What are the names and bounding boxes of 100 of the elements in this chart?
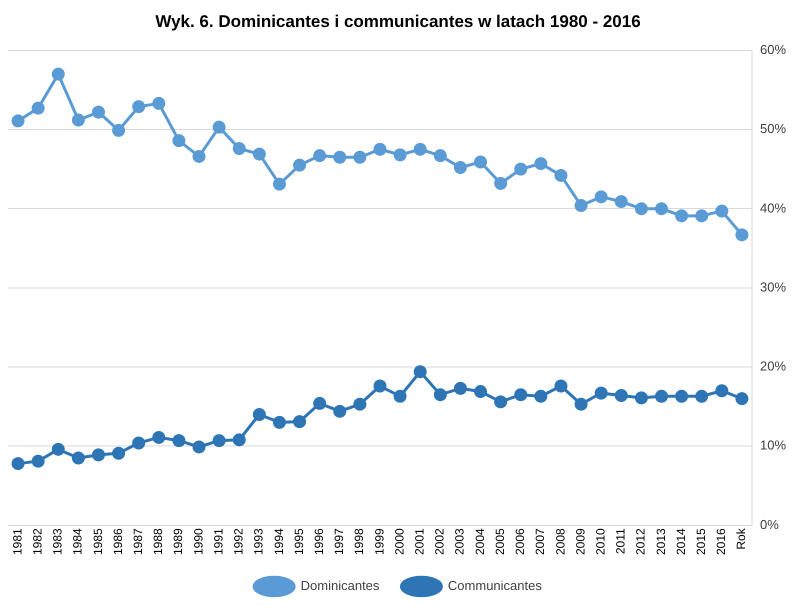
point (252, 148, 266, 161)
point (434, 149, 447, 162)
point (333, 150, 346, 164)
point (534, 157, 548, 170)
point (112, 446, 126, 460)
x-tick-label: 2001 (412, 528, 427, 556)
point (594, 386, 608, 400)
point (232, 142, 246, 156)
x-tick-label: 1993 (252, 528, 266, 556)
point (695, 390, 708, 403)
y-tick-label: 20% (760, 358, 786, 374)
point (32, 454, 45, 468)
point (594, 190, 608, 204)
y-tick-label: 30% (760, 279, 786, 294)
point (654, 202, 668, 216)
point (554, 380, 568, 392)
point (715, 384, 728, 398)
point (272, 416, 286, 429)
point (614, 389, 628, 402)
point (232, 433, 246, 446)
x-tick-label: 2013 (654, 528, 668, 556)
legend-label: Communicantes (448, 578, 542, 594)
x-tick-label: 2000 (392, 528, 406, 556)
point (132, 436, 146, 450)
point (32, 102, 45, 115)
x-tick-label: 2007 (533, 528, 548, 556)
point (92, 106, 105, 119)
point (454, 161, 467, 174)
x-tick-label: 1982 (30, 528, 44, 556)
y-tick-label: 10% (760, 438, 786, 453)
point (92, 448, 105, 462)
point (634, 391, 648, 404)
point (574, 398, 588, 411)
x-tick-label: 1996 (312, 528, 326, 556)
x-tick-label: 1988 (151, 528, 166, 556)
y-tick-label: 60% (760, 42, 786, 57)
x-tick-label: 1992 (232, 528, 246, 556)
x-tick-label: 1983 (50, 528, 65, 556)
point (72, 452, 85, 465)
x-tick-label: 2014 (674, 528, 688, 556)
point (373, 380, 386, 392)
point (394, 390, 407, 403)
point (353, 150, 366, 164)
x-tick-label: 1997 (332, 528, 346, 556)
x-tick-label: 2016 (714, 528, 728, 556)
point (293, 158, 306, 172)
x-tick-label: 2005 (492, 528, 507, 556)
point (12, 114, 25, 128)
point (172, 434, 186, 448)
point (112, 124, 126, 137)
point (333, 404, 346, 418)
point (614, 195, 628, 208)
x-tick-label: 2010 (593, 528, 608, 556)
x-tick-label: 2015 (694, 528, 708, 556)
point (675, 390, 688, 403)
point (494, 395, 508, 408)
point (474, 156, 488, 169)
x-tick-label: 1990 (191, 528, 206, 556)
point (675, 209, 688, 222)
point (12, 457, 25, 470)
point (52, 442, 65, 456)
x-tick-label: 2009 (573, 528, 588, 556)
point (394, 148, 407, 162)
point (212, 434, 226, 448)
point (574, 199, 588, 212)
x-tick-label: 1991 (211, 528, 226, 556)
x-tick-label: 1981 (10, 528, 24, 556)
point (152, 430, 166, 444)
x-tick-label: 2002 (432, 528, 447, 556)
x-tick-label: 2011 (614, 528, 628, 554)
point (715, 204, 728, 218)
x-tick-label: 2004 (472, 528, 487, 556)
x-tick-label: Rok (734, 527, 748, 550)
point (272, 178, 286, 191)
point (172, 134, 186, 148)
point (373, 142, 386, 156)
legend-label: Dominicantes (300, 578, 380, 594)
point (52, 68, 65, 81)
point (192, 150, 206, 163)
point (313, 149, 326, 162)
point (654, 390, 668, 403)
x-tick-label: 1998 (352, 528, 366, 556)
point (735, 392, 748, 406)
x-tick-label: 1994 (272, 528, 286, 556)
y-tick-label: 40% (760, 200, 786, 216)
point (132, 100, 146, 114)
chart-title: Wyk. 6. Dominicantes i communicantes w latach 1980 - 2016 (155, 12, 641, 31)
x-tick-label: 2012 (634, 528, 648, 556)
point (192, 440, 206, 454)
x-tick-label: 1986 (110, 528, 125, 556)
x-tick-label: 2008 (553, 528, 568, 556)
point (534, 390, 548, 403)
x-tick-label: 1999 (372, 528, 386, 556)
x-tick-label: 2006 (513, 528, 528, 556)
point (414, 142, 427, 156)
point (695, 209, 708, 222)
point (494, 176, 508, 190)
point (735, 228, 748, 242)
point (293, 415, 306, 428)
point (454, 382, 467, 395)
